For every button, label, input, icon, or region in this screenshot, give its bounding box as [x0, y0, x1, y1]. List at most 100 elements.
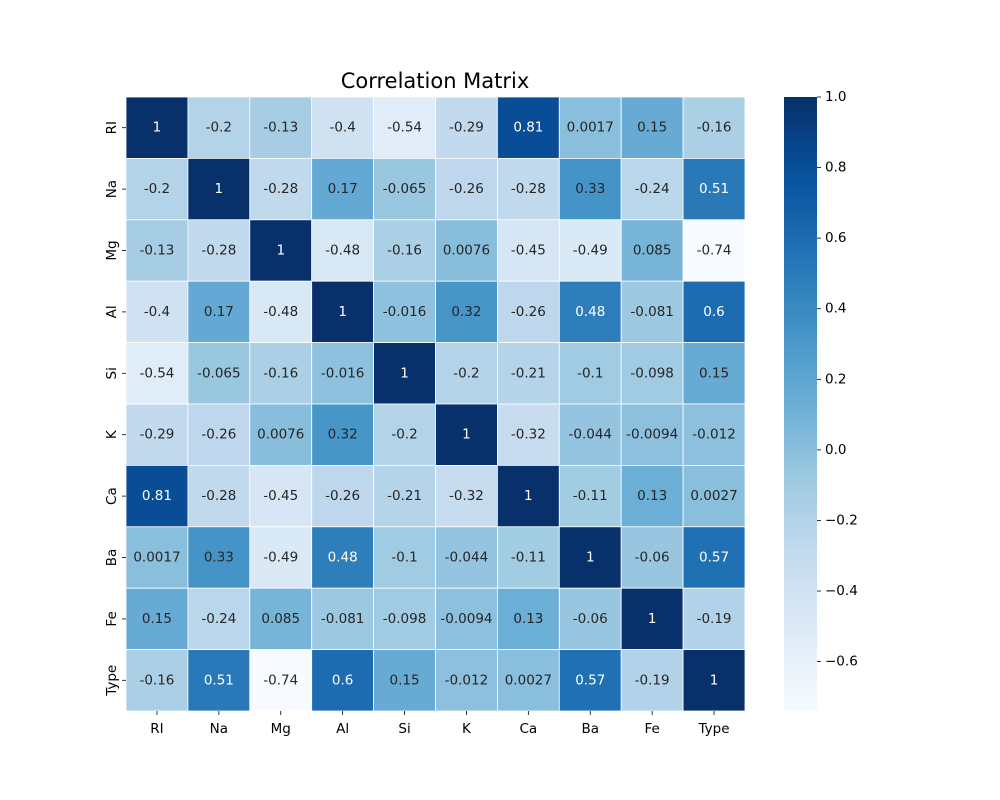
- cell-value-label: 1: [710, 672, 719, 688]
- heatmap-cell-Mg-Type: [682, 219, 746, 282]
- cell-value-label: 1: [215, 181, 224, 197]
- heatmap-cell-Fe-Na: [187, 587, 251, 651]
- y-tick-label-Al: Al: [104, 305, 120, 318]
- y-tick-label-RI: RI: [104, 121, 120, 134]
- cell-value-label: -0.012: [692, 427, 736, 443]
- cell-value-label: -0.21: [387, 488, 422, 504]
- colorbar-tick-label: 0.8: [825, 160, 846, 176]
- heatmap-cell-Si-Ca: [496, 342, 560, 405]
- heatmap-cell-Type-RI: [125, 649, 189, 712]
- cell-value-label: -0.29: [449, 120, 484, 136]
- heatmap-cell-Na-Ba: [558, 157, 622, 221]
- cell-value-label: 0.51: [699, 181, 729, 197]
- heatmap-cell-Na-Al: [311, 157, 375, 221]
- x-tick-label-Na: Na: [210, 721, 228, 737]
- cell-value-label: -0.24: [201, 611, 236, 627]
- heatmap-cell-Ba-Mg: [249, 526, 313, 589]
- heatmap-cell-Ba-Al: [311, 526, 375, 589]
- cell-value-label: -0.081: [321, 611, 365, 627]
- heatmap-cell-Ba-Ba: [558, 526, 622, 589]
- heatmap-cell-K-K: [435, 403, 498, 466]
- cell-value-label: 0.51: [204, 672, 234, 688]
- heatmap-cell-K-Mg: [249, 403, 313, 466]
- heatmap-cell-Mg-Mg: [249, 219, 313, 282]
- heatmap-cell-Ba-Na: [187, 526, 251, 589]
- heatmap-cell-Si-Si: [373, 342, 436, 405]
- heatmap-cell-Type-Ba: [558, 649, 622, 712]
- heatmap-cell-Type-Si: [373, 649, 436, 712]
- cell-value-label: 0.33: [575, 181, 605, 197]
- heatmap-cell-Fe-Fe: [620, 587, 684, 651]
- cell-value-label: -0.24: [635, 181, 670, 197]
- cell-value-label: 1: [338, 304, 347, 320]
- cell-value-label: -0.28: [201, 488, 236, 504]
- x-tick-label-RI: RI: [150, 721, 163, 737]
- cell-value-label: -0.11: [573, 488, 608, 504]
- cell-value-label: -0.098: [383, 611, 427, 627]
- x-tick-label-Fe: Fe: [644, 721, 659, 737]
- colorbar: [784, 97, 817, 711]
- cell-value-label: -0.29: [139, 427, 174, 443]
- heatmap-cell-Ca-RI: [125, 464, 189, 528]
- colorbar-tick-label: −0.2: [825, 512, 858, 528]
- heatmap-cell-Si-Na: [187, 342, 251, 405]
- cell-value-label: 0.0076: [443, 243, 490, 259]
- cell-value-label: -0.012: [445, 672, 489, 688]
- heatmap-cell-Mg-Ba: [558, 219, 622, 282]
- heatmap-cell-Al-Fe: [620, 280, 684, 344]
- cell-value-label: 0.17: [328, 181, 358, 197]
- cell-value-label: 1: [276, 243, 285, 259]
- heatmap-cell-Ca-Ca: [496, 464, 560, 528]
- cell-value-label: 1: [153, 120, 162, 136]
- heatmap-cell-Fe-Mg: [249, 587, 313, 651]
- cell-value-label: -0.2: [206, 120, 232, 136]
- heatmap-cell-K-Fe: [620, 403, 684, 466]
- y-tick-label-K: K: [104, 429, 120, 439]
- heatmap-cell-Mg-Si: [373, 219, 436, 282]
- heatmap-cell-Mg-Na: [187, 219, 251, 282]
- heatmap-cell-Type-Fe: [620, 649, 684, 712]
- heatmap-cell-Mg-Fe: [620, 219, 684, 282]
- heatmap-cell-Type-K: [435, 649, 498, 712]
- heatmap-cell-Al-Ca: [496, 280, 560, 344]
- x-tick-label-Ca: Ca: [519, 721, 537, 737]
- heatmap-cell-K-Si: [373, 403, 436, 466]
- heatmap-cell-Si-Fe: [620, 342, 684, 405]
- heatmap-cell-Ba-Ca: [496, 526, 560, 589]
- heatmap-cell-Na-Ca: [496, 157, 560, 221]
- heatmap-cell-Al-K: [435, 280, 498, 344]
- cell-value-label: -0.044: [568, 427, 612, 443]
- cell-value-label: -0.19: [635, 672, 670, 688]
- heatmap-cell-Ca-Ba: [558, 464, 622, 528]
- heatmap-cell-Na-Mg: [249, 157, 313, 221]
- cell-value-label: -0.0094: [440, 611, 492, 627]
- y-tick-label-Fe: Fe: [104, 611, 120, 626]
- cell-value-label: -0.4: [144, 304, 170, 320]
- cell-value-label: 0.0027: [505, 672, 552, 688]
- y-tick-label-Ca: Ca: [104, 487, 120, 505]
- heatmap-cell-Fe-Ca: [496, 587, 560, 651]
- cell-value-label: -0.2: [453, 365, 479, 381]
- heatmap-cell-Ba-Fe: [620, 526, 684, 589]
- cell-value-label: -0.48: [263, 304, 298, 320]
- cell-value-label: -0.32: [511, 427, 546, 443]
- cell-value-label: -0.16: [387, 243, 422, 259]
- x-tick-label-K: K: [462, 721, 472, 737]
- heatmap-cell-Type-Ca: [496, 649, 560, 712]
- cell-value-label: 0.13: [513, 611, 543, 627]
- cell-value-label: 0.15: [637, 120, 667, 136]
- cell-value-label: -0.065: [383, 181, 427, 197]
- heatmap-cell-Type-Al: [311, 649, 375, 712]
- cell-value-label: 0.0076: [257, 427, 304, 443]
- heatmap-cell-Si-K: [435, 342, 498, 405]
- heatmap-cell-Fe-Al: [311, 587, 375, 651]
- cell-value-label: -0.49: [573, 243, 608, 259]
- heatmap-cell-Al-Ba: [558, 280, 622, 344]
- colorbar-tick-label: 0.6: [825, 230, 846, 246]
- cell-value-label: 0.32: [451, 304, 481, 320]
- cell-value-label: -0.081: [630, 304, 674, 320]
- cell-value-label: -0.32: [449, 488, 484, 504]
- cell-value-label: -0.48: [325, 243, 360, 259]
- cell-value-label: 0.57: [575, 672, 605, 688]
